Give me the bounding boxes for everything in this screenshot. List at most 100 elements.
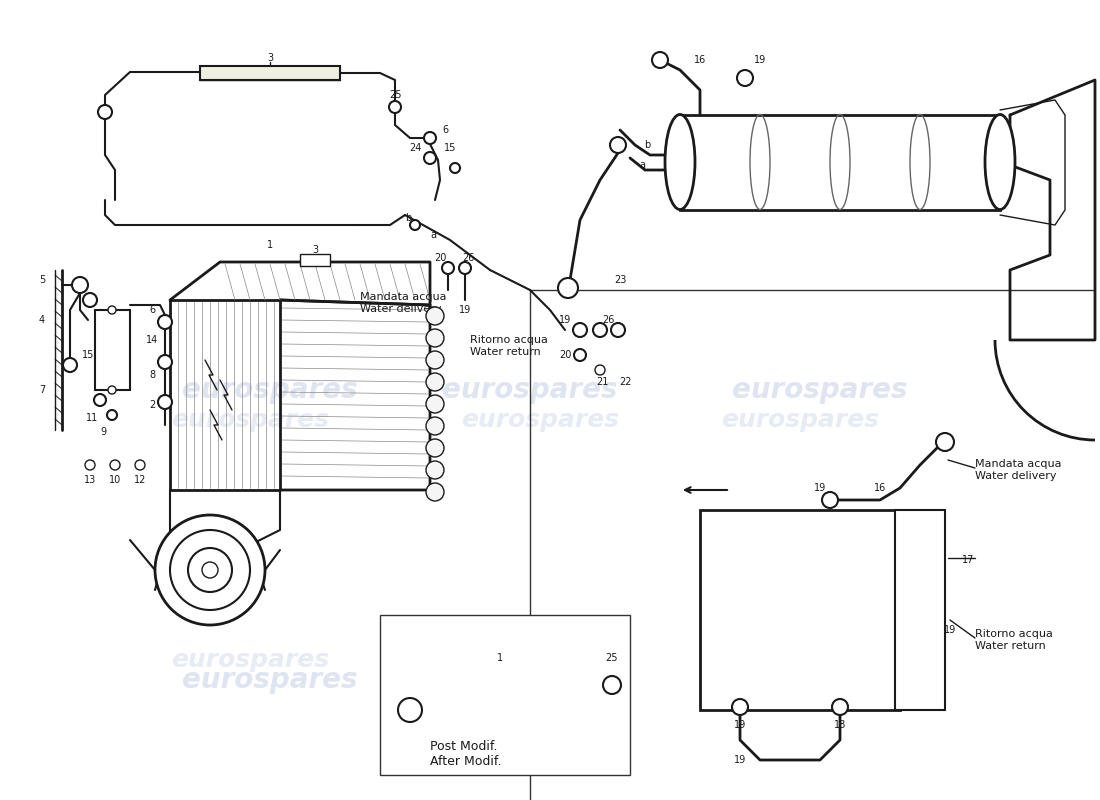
Text: 10: 10: [109, 475, 121, 485]
Circle shape: [426, 329, 444, 347]
Ellipse shape: [666, 114, 695, 210]
Circle shape: [135, 460, 145, 470]
Text: 11: 11: [86, 413, 98, 423]
Text: eurospares: eurospares: [183, 666, 358, 694]
Text: 3: 3: [312, 245, 318, 255]
Text: 13: 13: [84, 475, 96, 485]
Text: Ritorno acqua
Water return: Ritorno acqua Water return: [975, 629, 1053, 651]
Circle shape: [158, 355, 172, 369]
Text: eurospares: eurospares: [183, 376, 358, 404]
Text: 25: 25: [388, 90, 401, 100]
Circle shape: [593, 323, 607, 337]
Text: 1: 1: [497, 653, 503, 663]
Circle shape: [410, 220, 420, 230]
Text: 20: 20: [559, 350, 571, 360]
Text: 8: 8: [148, 370, 155, 380]
Circle shape: [107, 410, 117, 420]
Text: 14: 14: [146, 335, 158, 345]
Circle shape: [652, 52, 668, 68]
Circle shape: [610, 137, 626, 153]
Text: 15: 15: [443, 143, 456, 153]
Text: 18: 18: [834, 720, 846, 730]
Text: a: a: [639, 160, 645, 170]
Circle shape: [442, 262, 454, 274]
Circle shape: [832, 699, 848, 715]
Circle shape: [170, 530, 250, 610]
Bar: [680, 115, 1000, 210]
Text: 9: 9: [100, 427, 106, 437]
Text: b: b: [644, 140, 650, 150]
Circle shape: [98, 105, 112, 119]
Circle shape: [822, 492, 838, 508]
Text: 19: 19: [734, 720, 746, 730]
Text: 6: 6: [442, 125, 448, 135]
Text: 26: 26: [602, 315, 614, 325]
Circle shape: [610, 323, 625, 337]
Circle shape: [426, 395, 444, 413]
Bar: [200, 66, 340, 80]
Circle shape: [936, 433, 954, 451]
Text: 16: 16: [873, 483, 887, 493]
Text: 5: 5: [39, 275, 45, 285]
Circle shape: [85, 460, 95, 470]
Circle shape: [424, 132, 436, 144]
Text: 19: 19: [734, 755, 746, 765]
Text: 19: 19: [754, 55, 766, 65]
Circle shape: [732, 699, 748, 715]
Text: 6: 6: [148, 305, 155, 315]
Text: eurospares: eurospares: [442, 376, 618, 404]
Text: 19: 19: [944, 625, 956, 635]
Circle shape: [158, 315, 172, 329]
Text: 23: 23: [614, 275, 626, 285]
Text: 19: 19: [559, 315, 571, 325]
Circle shape: [108, 386, 115, 394]
Text: eurospares: eurospares: [720, 408, 879, 432]
Circle shape: [398, 698, 422, 722]
Circle shape: [573, 323, 587, 337]
Text: 16: 16: [694, 55, 706, 65]
Text: 4: 4: [39, 315, 45, 325]
Text: 7: 7: [39, 385, 45, 395]
Bar: [95, 310, 130, 390]
Text: 15: 15: [81, 350, 95, 360]
Text: b: b: [405, 213, 411, 223]
Circle shape: [603, 676, 622, 694]
Circle shape: [108, 306, 115, 314]
Circle shape: [155, 515, 265, 625]
Circle shape: [426, 373, 444, 391]
Circle shape: [94, 394, 106, 406]
Circle shape: [426, 417, 444, 435]
Text: Mandata acqua
Water delivery: Mandata acqua Water delivery: [360, 292, 447, 314]
Circle shape: [426, 351, 444, 369]
Bar: [300, 254, 330, 266]
Circle shape: [82, 293, 97, 307]
Text: eurospares: eurospares: [733, 636, 908, 664]
Circle shape: [63, 358, 77, 372]
Text: Ritorno acqua
Water return: Ritorno acqua Water return: [470, 335, 548, 357]
Text: eurospares: eurospares: [461, 408, 619, 432]
Text: eurospares: eurospares: [733, 376, 908, 404]
Text: Mandata acqua
Water delivery: Mandata acqua Water delivery: [975, 459, 1062, 481]
Circle shape: [574, 349, 586, 361]
Circle shape: [110, 460, 120, 470]
Circle shape: [202, 562, 218, 578]
Text: 26: 26: [462, 253, 474, 263]
Text: 25: 25: [606, 653, 618, 663]
Bar: [895, 510, 945, 710]
Bar: [379, 615, 630, 775]
Circle shape: [426, 307, 444, 325]
Text: 19: 19: [459, 305, 471, 315]
Circle shape: [426, 439, 444, 457]
Text: a: a: [430, 230, 436, 240]
Circle shape: [450, 163, 460, 173]
Circle shape: [158, 395, 172, 409]
Text: 17: 17: [961, 555, 975, 565]
Text: 3: 3: [267, 53, 273, 63]
Text: eurospares: eurospares: [170, 408, 329, 432]
Circle shape: [426, 461, 444, 479]
Circle shape: [426, 483, 444, 501]
Circle shape: [424, 152, 436, 164]
Text: 19: 19: [814, 483, 826, 493]
Bar: [700, 510, 900, 710]
Text: Post Modif.
After Modif.: Post Modif. After Modif.: [430, 740, 502, 768]
